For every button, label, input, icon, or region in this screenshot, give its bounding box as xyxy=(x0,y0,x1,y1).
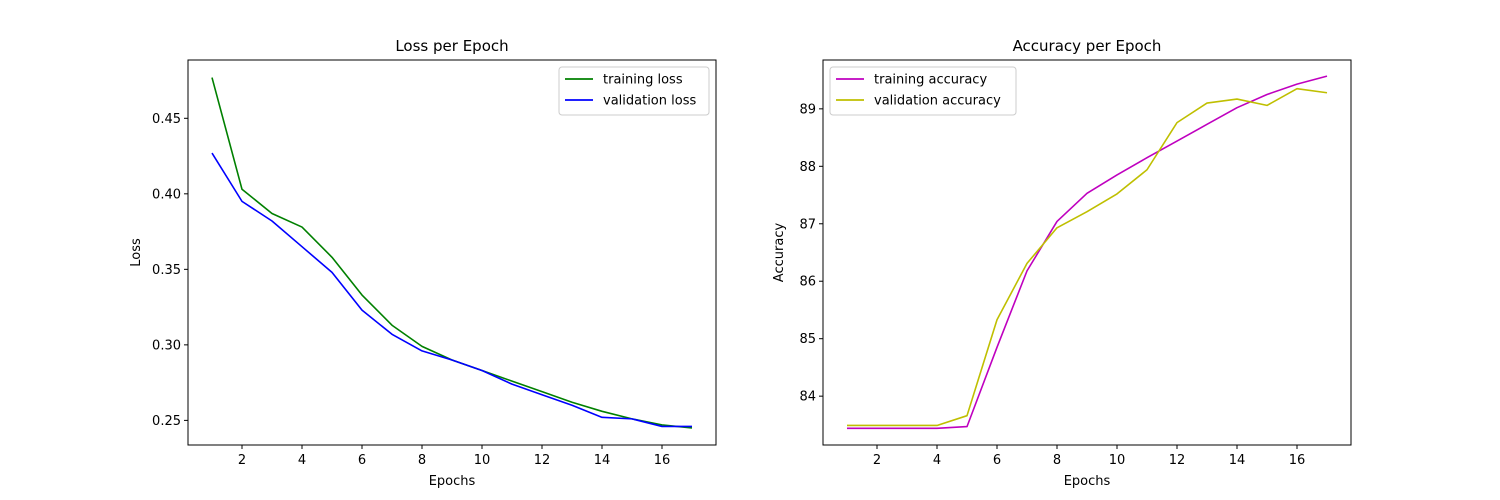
x-tick-label: 6 xyxy=(993,453,1001,468)
x-tick-label: 4 xyxy=(933,453,941,468)
x-tick-label: 2 xyxy=(238,453,246,468)
legend: training accuracy validation accuracy xyxy=(829,66,1017,116)
legend-box xyxy=(829,66,1017,116)
x-tick-label: 4 xyxy=(298,453,306,468)
y-tick-label: 0.40 xyxy=(152,187,181,202)
x-tick-label: 12 xyxy=(534,453,551,468)
y-axis-label: Loss xyxy=(129,238,144,267)
x-tick-label: 16 xyxy=(654,453,671,468)
x-tick-label: 8 xyxy=(418,453,426,468)
plot-frame xyxy=(822,59,1352,446)
y-tick-label: 87 xyxy=(799,217,816,232)
y-tick-label: 88 xyxy=(799,160,816,175)
x-tick-label: 14 xyxy=(1229,453,1246,468)
y-tick-label: 89 xyxy=(799,102,816,117)
x-tick-label: 14 xyxy=(594,453,611,468)
legend-box xyxy=(558,66,710,116)
x-axis-label: Epochs xyxy=(1064,474,1111,489)
legend: training loss validation loss xyxy=(558,66,710,116)
plot-frame xyxy=(187,59,717,446)
y-tick-label: 86 xyxy=(799,275,816,290)
series-line-validation-loss xyxy=(211,152,692,428)
legend-label: validation loss xyxy=(603,94,696,109)
x-axis-label: Epochs xyxy=(429,474,476,489)
x-tick-label: 12 xyxy=(1169,453,1186,468)
series-line-validation-accuracy xyxy=(847,87,1328,427)
x-tick-label: 6 xyxy=(358,453,366,468)
y-tick-label: 85 xyxy=(799,332,816,347)
legend-label: training loss xyxy=(603,73,683,88)
legend-label: training accuracy xyxy=(874,73,987,88)
legend-label: validation accuracy xyxy=(874,94,1001,109)
y-tick-label: 0.35 xyxy=(152,263,181,278)
series-line-training-accuracy xyxy=(847,75,1328,430)
x-tick-label: 16 xyxy=(1289,453,1306,468)
y-axis-label: Accuracy xyxy=(772,223,787,283)
y-tick-label: 0.30 xyxy=(152,338,181,353)
x-tick-label: 10 xyxy=(474,453,491,468)
y-tick-label: 84 xyxy=(799,390,816,405)
loss-chart: Loss per Epoch 2 4 6 8 10 12 14 16 0.25 0.30 0.35 0.… xyxy=(129,37,717,489)
x-tick-label: 10 xyxy=(1109,453,1126,468)
x-tick-label: 2 xyxy=(873,453,881,468)
y-tick-label: 0.45 xyxy=(152,112,181,127)
accuracy-chart: Accuracy per Epoch 2 4 6 8 10 12 14 16 84 85 86 87 88… xyxy=(772,37,1352,489)
chart-title: Loss per Epoch xyxy=(395,37,508,55)
y-tick-label: 0.25 xyxy=(152,414,181,429)
chart-title: Accuracy per Epoch xyxy=(1013,37,1162,55)
x-tick-label: 8 xyxy=(1053,453,1061,468)
